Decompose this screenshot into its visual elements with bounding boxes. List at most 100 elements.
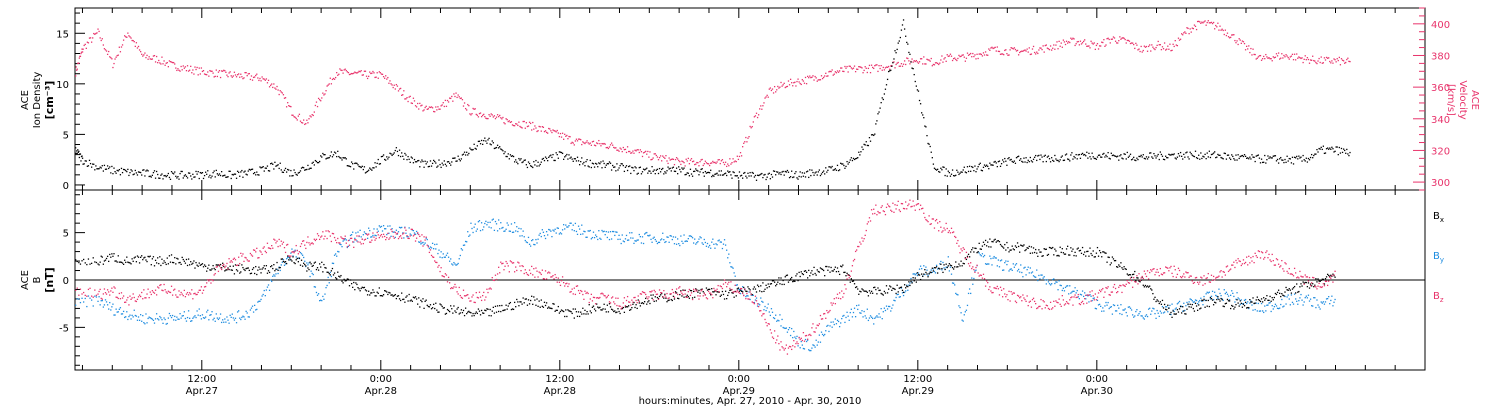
bx-series-point [289,257,290,258]
velocity-series-point [175,67,176,68]
velocity-series-point [895,64,896,65]
velocity-series-point [196,67,197,68]
by-series-point [1225,293,1226,294]
velocity-series-point [716,161,717,162]
by-series-point [687,241,688,242]
by-series-point [241,317,242,318]
by-series-point [1116,310,1117,311]
density-series-point [517,163,518,164]
density-series-point [1034,157,1035,158]
density-series-point [510,154,511,155]
velocity-series-point [373,72,374,73]
velocity-series-point [615,147,616,148]
density-series-point [480,143,481,144]
bx-series-point [1087,251,1088,252]
velocity-series-point [1150,50,1151,51]
by-series-point [225,321,226,322]
bx-series-point [211,268,212,269]
by-series-point [728,253,729,254]
by-series-point [613,231,614,232]
by-series-point [443,253,444,254]
by-series-point [796,336,797,337]
velocity-series-point [836,72,837,73]
density-series-point [1300,157,1301,158]
velocity-series-point [421,105,422,106]
density-series-point [1288,160,1289,161]
density-series-point [1276,160,1277,161]
density-series-point [584,165,585,166]
velocity-series-point [1275,57,1276,58]
by-series-point [96,296,97,297]
bx-series-point [508,305,509,306]
density-series-point [423,167,424,168]
velocity-series-point [219,70,220,71]
velocity-series-point [1143,50,1144,51]
velocity-series-point [1255,54,1256,55]
by-series-point [499,228,500,229]
by-series-point [592,237,593,238]
velocity-series-point [824,75,825,76]
bx-series-point [501,305,502,306]
velocity-series-point [298,115,299,116]
velocity-series-point [947,54,948,55]
bx-series-point [1273,299,1274,300]
density-series-point [725,173,726,174]
bx-series-point [1251,301,1252,302]
by-series-point [378,231,379,232]
velocity-series-point [378,78,379,79]
velocity-series-point [368,76,369,77]
by-series-point [869,317,870,318]
density-series-point [466,152,467,153]
bx-series-point [318,269,319,270]
bx-series-point [1168,308,1169,309]
by-series-point [169,313,170,314]
bx-series-point [651,298,652,299]
velocity-series-point [346,70,347,71]
bx-series-point [204,264,205,265]
by-series-point [125,316,126,317]
velocity-series-point [1038,49,1039,50]
velocity-series-point [1079,44,1080,45]
bx-series-point [996,242,997,243]
density-series-point [894,50,895,51]
bx-series-point [769,286,770,287]
bx-series-point [252,269,253,270]
bx-series-point [829,272,830,273]
by-series-point [270,279,271,280]
density-series-point [1051,157,1052,158]
velocity-series-point [719,159,720,160]
velocity-series-point [661,160,662,161]
velocity-series-point [371,73,372,74]
density-series-point [886,84,887,85]
by-series-point [1107,302,1108,303]
velocity-series-point [809,75,810,76]
velocity-series-point [79,57,80,58]
by-series-point [331,276,332,277]
by-series-point [542,229,543,230]
bx-series-point [529,303,530,304]
density-series-point [364,166,365,167]
by-series-point [551,236,552,237]
velocity-series-point [320,100,321,101]
density-series-point [1302,155,1303,156]
density-series-point [1198,155,1199,156]
density-series-point [565,155,566,156]
density-series-point [386,156,387,157]
velocity-series-point [853,68,854,69]
by-series-point [324,293,325,294]
density-series-point [432,163,433,164]
density-series-point [575,158,576,159]
density-series-point [400,156,401,157]
by-series-point [805,339,806,340]
velocity-series-point [240,74,241,75]
bx-series-point [463,310,464,311]
density-series-point [1233,158,1234,159]
density-series-point [1204,154,1205,155]
density-series-point [742,178,743,179]
by-series-point [1198,301,1199,302]
by-series-point [253,311,254,312]
density-series-point [106,169,107,170]
bx-series-point [348,279,349,280]
velocity-series-point [559,136,560,137]
by-series-point [683,234,684,235]
